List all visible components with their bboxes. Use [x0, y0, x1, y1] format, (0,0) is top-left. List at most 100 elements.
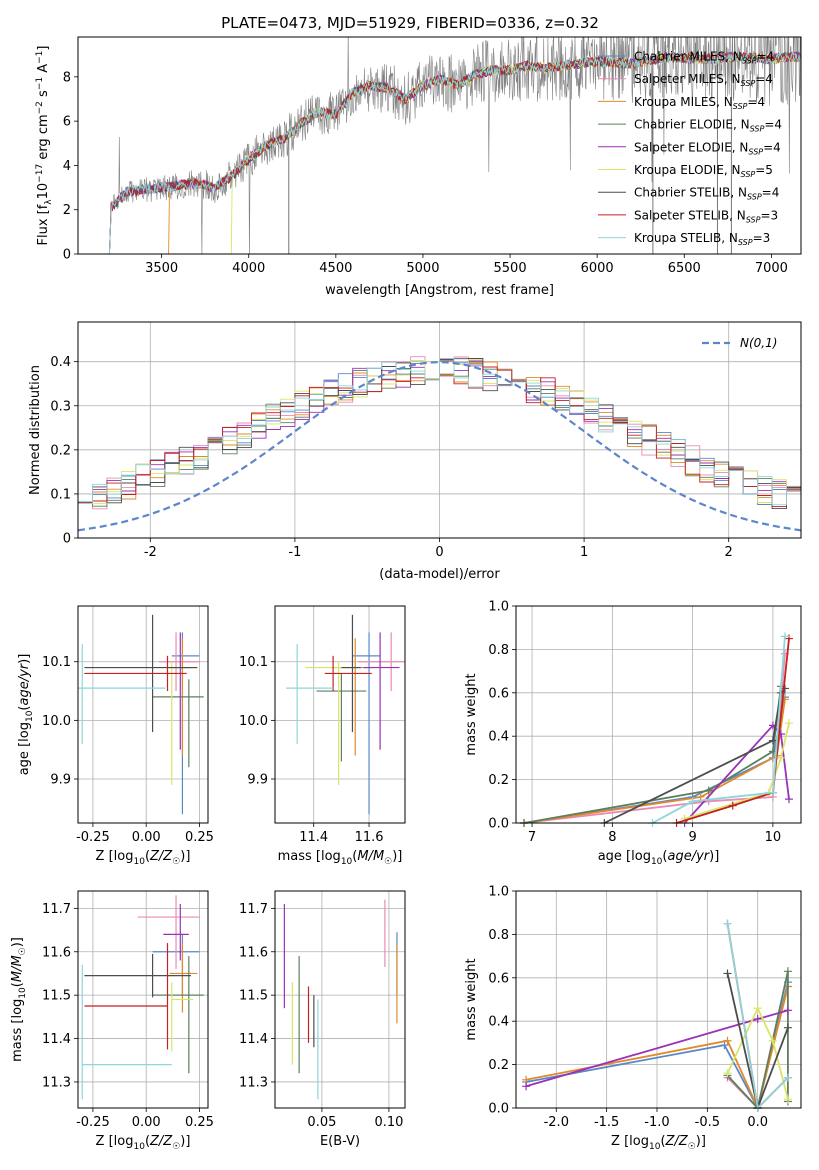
y-tick-label: 0.6 — [488, 971, 509, 986]
y-axis-label: mass weight — [464, 673, 479, 755]
errorbar-point — [357, 632, 405, 692]
errorbar-point — [169, 632, 189, 750]
errorbar-point — [363, 632, 400, 750]
errorbar-point — [324, 655, 372, 692]
weight-line — [676, 638, 790, 824]
x-tick-label: -1 — [288, 545, 301, 560]
x-tick-label: 11.4 — [299, 830, 328, 845]
y-tick-label: 11.4 — [239, 1032, 268, 1047]
ticks: 3500 4000 4500 5000 5500 6000 6500 7000 0 2 4 6 8 — [63, 70, 788, 276]
x-tick-label: 11.6 — [355, 830, 384, 845]
y-tick-label: 6 — [63, 115, 71, 130]
x-tick-label: -0.25 — [76, 830, 110, 845]
x-tick-label: 5000 — [406, 261, 439, 276]
y-tick-label: 11.5 — [42, 989, 71, 1004]
weight-marker — [780, 632, 789, 641]
weight-marker — [723, 1036, 732, 1045]
chart-title: PLATE=0473, MJD=51929, FIBERID=0336, z=0… — [221, 14, 599, 32]
x-axis-label: (data-model)/error — [379, 567, 500, 582]
y-tick-label: 11.3 — [239, 1075, 268, 1090]
y-tick-label: 11.6 — [42, 945, 71, 960]
errorbar-point — [286, 644, 334, 744]
legend-label: Chabrier ELODIE, NSSP=4 — [634, 118, 782, 134]
spectrum-panel: 3500 4000 4500 5000 5500 6000 6500 7000 0 2 4 6 8 PLA… — [35, 14, 802, 298]
axes-frame — [77, 321, 802, 539]
y-tick-label: 0.6 — [488, 686, 509, 701]
y-tick-label: 2 — [63, 203, 71, 218]
y-tick-label: 11.5 — [239, 989, 268, 1004]
x-tick-label: 0.05 — [307, 1115, 336, 1130]
ticks: 0.05 0.10 11.3 11.4 11.5 11.6 11.7 — [239, 891, 405, 1130]
errorbar-point — [137, 895, 200, 970]
y-tick-label: 10.0 — [42, 714, 71, 729]
axes-frame — [77, 605, 209, 824]
x-axis-label: Z [log10(Z/Z☉)] — [96, 849, 191, 867]
errorbar-point — [352, 632, 381, 815]
legend-label: Chabrier MILES, NSSP=4 — [634, 50, 774, 66]
axes-frame — [274, 605, 406, 824]
errorbar-point — [84, 655, 187, 692]
y-tick-label: 0.8 — [488, 928, 509, 943]
y-axis-label: Normed distribution — [28, 365, 43, 495]
weight-series — [680, 719, 793, 823]
y-tick-label: 0.4 — [488, 730, 509, 745]
ticks: -2.0 -1.5 -1.0 -0.5 0.0 0.0 0.2 0.4 0.6 0.8 1.0 — [488, 885, 801, 1130]
x-tick-label: 5500 — [494, 261, 527, 276]
axes-frame — [515, 890, 802, 1109]
x-tick-label: 0.00 — [132, 830, 161, 845]
x-axis-label: Z [log10(Z/Z☉)] — [96, 1134, 191, 1152]
y-tick-label: 0 — [63, 248, 71, 263]
x-tick-label: 3500 — [145, 261, 178, 276]
y-tick-label: 0 — [63, 532, 71, 547]
legend-label: Salpeter MILES, NSSP=4 — [634, 72, 773, 88]
x-axis-label: wavelength [Angstrom, rest frame] — [325, 283, 554, 298]
y-tick-label: 0.1 — [50, 487, 71, 502]
errorbar-point — [171, 982, 194, 1052]
axes-frame — [515, 605, 802, 824]
y-axis-label: age [log10(age/yr)] — [17, 654, 35, 776]
legend-label: Kroupa MILES, NSSP=4 — [634, 95, 765, 111]
y-tick-label: 0.4 — [50, 355, 71, 370]
y-tick-label: 1.0 — [488, 885, 509, 900]
errorbar-point — [163, 904, 189, 961]
weight-line — [652, 636, 786, 824]
y-tick-label: 9.9 — [50, 773, 71, 788]
weight-marker — [783, 1023, 792, 1032]
x-tick-label: 9 — [688, 830, 696, 845]
x-axis-label: mass [log10(M/M☉)] — [278, 849, 403, 867]
weight-marker — [784, 634, 793, 643]
weight-marker — [753, 1004, 762, 1013]
errorbar-point — [152, 679, 204, 768]
weight-marker — [704, 797, 713, 806]
y-tick-label: 8 — [63, 70, 71, 85]
x-tick-label: 0.0 — [747, 1115, 768, 1130]
weight-marker — [723, 919, 732, 928]
age-vs-mass-panel: 11.4 11.6 9.9 10.0 10.1 mass [log10(M/M☉)] — [239, 605, 406, 867]
x-tick-label: -0.5 — [695, 1115, 720, 1130]
x-tick-label: -2.0 — [544, 1115, 569, 1130]
weight-marker — [522, 1082, 531, 1091]
mass-vs-ebv-panel: 0.05 0.10 11.3 11.4 11.5 11.6 11.7 E(B-V) — [239, 890, 406, 1149]
y-tick-label: 0.2 — [50, 443, 71, 458]
x-tick-label: -1.5 — [594, 1115, 619, 1130]
weight-line — [525, 986, 789, 1111]
legend-label: Salpeter ELODIE, NSSP=4 — [634, 140, 781, 156]
weight-line — [523, 699, 786, 824]
y-axis-label: Flux [fλ10−17 erg cm−2 s−1 A−1] — [35, 46, 54, 246]
y-tick-label: 0.0 — [488, 1102, 509, 1117]
y-tick-label: 11.3 — [42, 1075, 71, 1090]
x-tick-label: 1 — [580, 545, 588, 560]
ticks: -0.25 0.00 0.25 11.3 11.4 11.5 11.6 11.7 — [42, 891, 214, 1130]
errorbar-point — [81, 964, 172, 1100]
axes-frame — [274, 890, 406, 1109]
residuals-panel: -2 -1 0 1 2 0 0.1 0.2 0.3 0.4 (data-model)/error No… — [28, 321, 802, 582]
weight-marker — [776, 753, 785, 762]
x-tick-label: 0.25 — [185, 830, 214, 845]
y-axis-label: mass [log10(M/M☉)] — [10, 937, 28, 1062]
x-tick-label: 7000 — [755, 261, 788, 276]
y-tick-label: 10.0 — [239, 714, 268, 729]
x-axis-label: Z [log10(Z/Z☉)] — [611, 1134, 706, 1152]
legend-label: N(0,1) — [740, 336, 777, 350]
axes-frame — [77, 36, 802, 255]
y-tick-label: 0.0 — [488, 817, 509, 832]
